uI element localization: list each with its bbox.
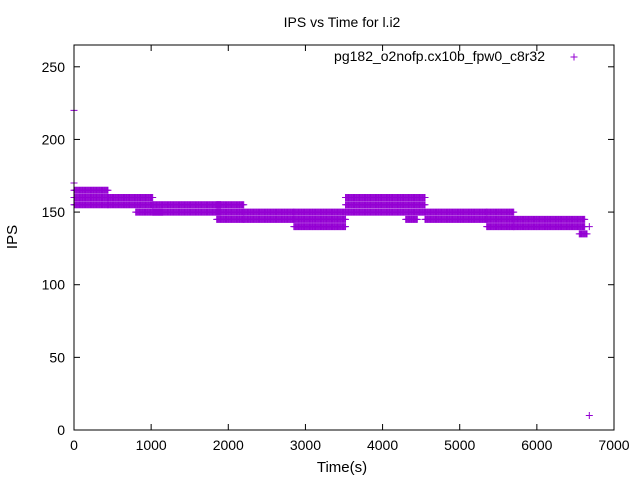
legend-marker-plus <box>570 53 578 61</box>
data-point <box>240 201 248 209</box>
data-point <box>585 223 593 231</box>
data-point <box>581 215 589 223</box>
y-tick-label: 0 <box>57 422 65 438</box>
y-axis-label: IPS <box>4 225 21 249</box>
x-axis-label: Time(s) <box>317 459 367 476</box>
data-point <box>104 186 112 194</box>
x-tick-label: 6000 <box>521 437 552 453</box>
legend: pg182_o2nofp.cx10b_fpw0_c8r32 <box>334 48 578 64</box>
data-point <box>583 230 591 238</box>
legend-marker <box>570 53 578 61</box>
x-tick-label: 2000 <box>213 437 244 453</box>
data-point <box>421 194 429 202</box>
data-point <box>149 194 157 202</box>
y-axis: 0 50 100 150 200 250 <box>42 59 614 438</box>
y-tick-label: 250 <box>42 59 66 75</box>
x-tick-label: 7000 <box>598 437 629 453</box>
plot-frame <box>73 44 615 431</box>
x-tick-label: 3000 <box>290 437 321 453</box>
data-point <box>510 208 518 216</box>
data-point <box>342 223 350 231</box>
legend-label: pg182_o2nofp.cx10b_fpw0_c8r32 <box>334 48 545 64</box>
y-tick-label: 200 <box>42 131 66 147</box>
chart-title: IPS vs Time for l.i2 <box>284 14 401 30</box>
y-tick-label: 150 <box>42 204 66 220</box>
x-tick-label: 1000 <box>136 437 167 453</box>
x-axis: 0 1000 2000 3000 4000 5000 6000 7000 <box>70 45 630 453</box>
y-tick-label: 100 <box>42 277 66 293</box>
x-tick-label: 0 <box>70 437 78 453</box>
data-point <box>342 215 350 223</box>
x-tick-label: 4000 <box>367 437 398 453</box>
y-tick-label: 50 <box>49 349 65 365</box>
data-point <box>421 201 429 209</box>
data-points <box>70 106 593 419</box>
data-point <box>585 411 593 419</box>
data-point <box>413 215 421 223</box>
x-tick-label: 5000 <box>444 437 475 453</box>
